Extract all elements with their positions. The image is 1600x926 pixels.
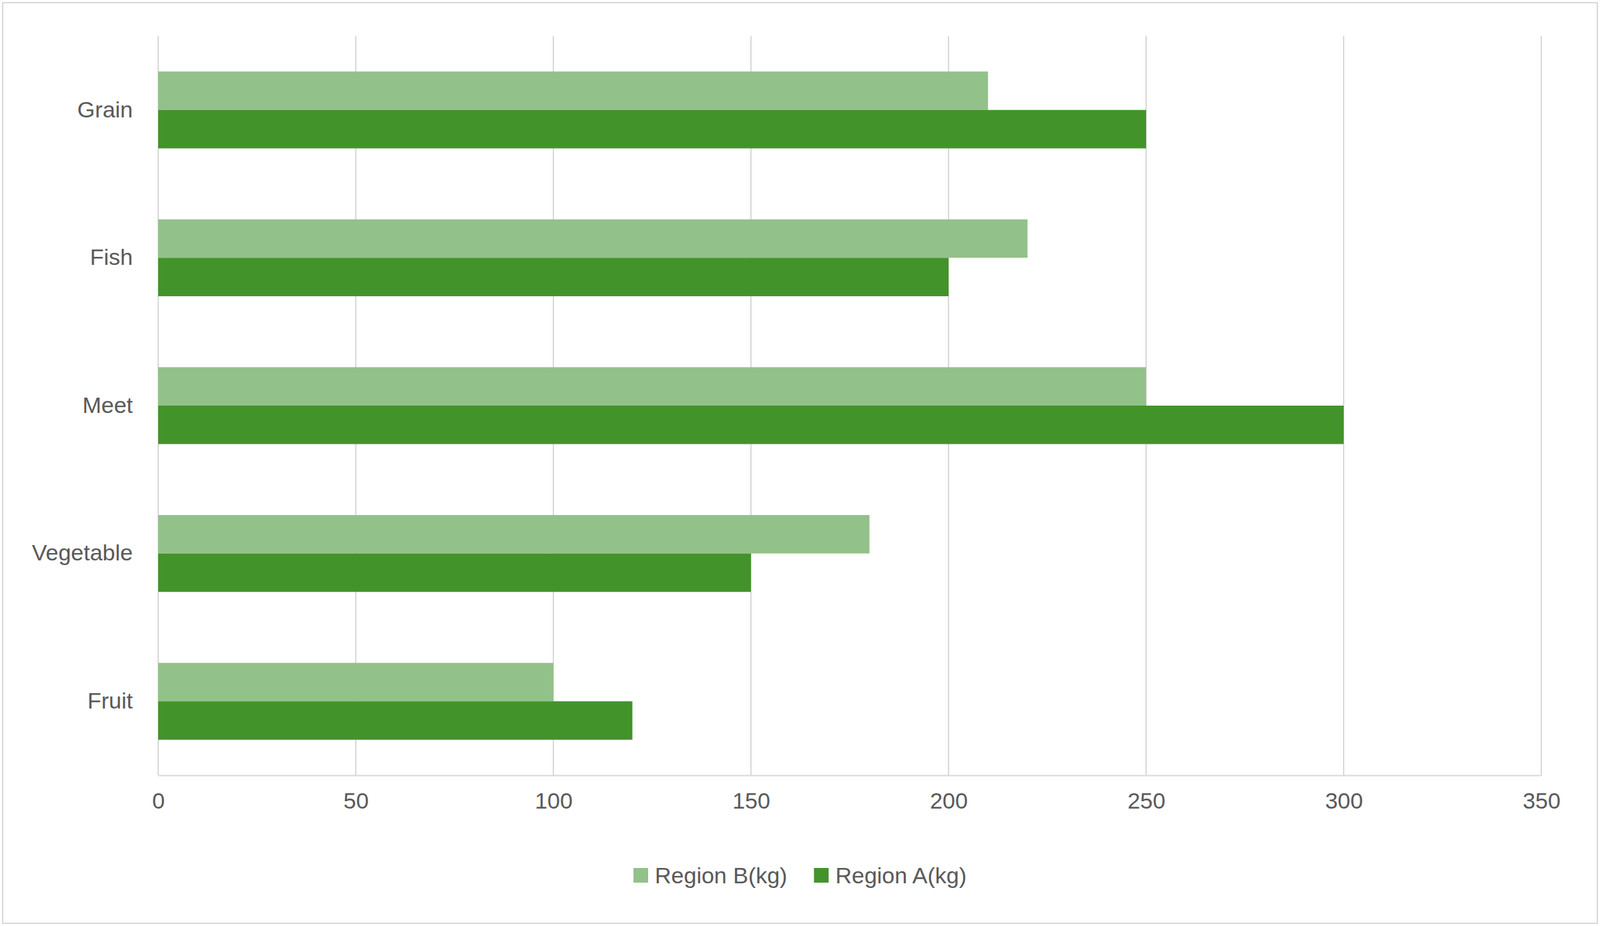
x-tick: 100 xyxy=(534,775,573,814)
y-tick: Fruit xyxy=(87,688,159,714)
x-axis: 0 50 100 150 200 250 300 350 xyxy=(152,775,1561,814)
x-tick-label: 200 xyxy=(929,788,968,814)
y-tick: Meet xyxy=(82,392,159,418)
x-tick-label: 50 xyxy=(343,788,370,814)
y-tick: Vegetable xyxy=(32,540,159,566)
x-tick: 0 xyxy=(152,775,165,814)
grid-line xyxy=(1540,36,1542,776)
legend: Region B(kg) Region A(kg) xyxy=(633,863,967,889)
bar xyxy=(158,663,554,703)
y-axis-line xyxy=(158,36,159,777)
y-tick-label: Grain xyxy=(77,96,133,123)
plot: 0 50 100 150 200 250 300 350 Grain Fish Meet Vegeta… xyxy=(32,36,1561,814)
x-tick-label: 300 xyxy=(1324,788,1364,814)
y-tick-label: Fruit xyxy=(87,688,134,714)
legend-label: Region A(kg) xyxy=(835,863,967,889)
legend-item: Region B(kg) xyxy=(633,863,787,889)
y-tick: Grain xyxy=(77,96,159,123)
y-tick-label: Fish xyxy=(90,244,133,270)
x-tick-label: 100 xyxy=(534,788,573,814)
x-tick: 200 xyxy=(929,775,968,814)
bar xyxy=(158,701,633,741)
x-tick: 300 xyxy=(1324,775,1364,814)
chart: 0 50 100 150 200 250 300 350 Grain Fish Meet Vegeta… xyxy=(0,0,1600,926)
x-tick: 150 xyxy=(732,775,771,814)
legend-item: Region A(kg) xyxy=(813,863,967,889)
legend-swatch xyxy=(633,868,649,884)
bar xyxy=(158,554,751,593)
x-tick: 50 xyxy=(343,775,370,814)
y-tick-label: Vegetable xyxy=(32,540,133,566)
grid xyxy=(158,36,1542,776)
series xyxy=(158,110,1344,741)
bar xyxy=(158,257,949,297)
x-tick-label: 150 xyxy=(732,788,771,814)
y-tick: Fish xyxy=(90,244,159,270)
bars xyxy=(158,71,1344,741)
x-axis-line xyxy=(158,775,1542,777)
bar xyxy=(158,71,988,111)
x-tick: 250 xyxy=(1127,775,1166,814)
legend-swatch xyxy=(813,868,829,884)
series xyxy=(158,71,1147,702)
bar xyxy=(158,110,1147,149)
x-tick-label: 350 xyxy=(1522,788,1561,814)
chart-frame xyxy=(2,2,1598,924)
bar xyxy=(158,367,1147,406)
bar xyxy=(158,405,1344,445)
x-tick: 350 xyxy=(1522,775,1561,814)
bar xyxy=(158,219,1028,259)
bar xyxy=(158,515,870,555)
x-tick-label: 250 xyxy=(1127,788,1166,814)
y-tick-label: Meet xyxy=(82,392,133,418)
y-axis: Grain Fish Meet Vegetable Fruit xyxy=(32,36,159,777)
legend-label: Region B(kg) xyxy=(654,863,787,889)
x-tick-label: 0 xyxy=(152,788,165,814)
